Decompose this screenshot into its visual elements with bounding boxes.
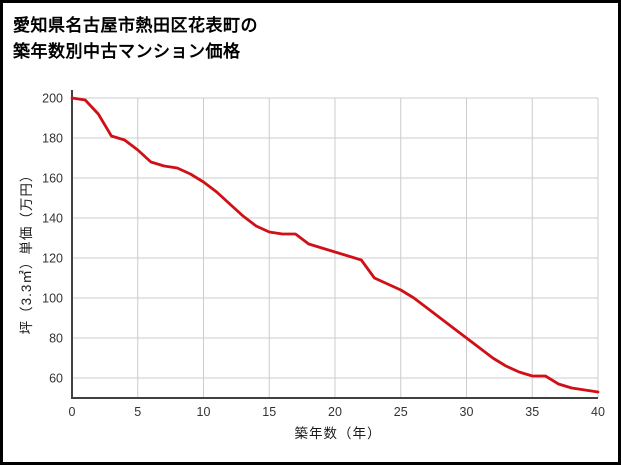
gridlines: [72, 97, 599, 398]
x-tick-label: 20: [328, 405, 342, 419]
axes: [71, 90, 598, 399]
chart-title: 愛知県名古屋市熱田区花表町の 築年数別中古マンション価格: [13, 13, 258, 66]
y-tick-label: 60: [49, 372, 63, 386]
x-tick-label: 5: [134, 405, 141, 419]
line-chart: 60 80 100 120 140 160 180 200 0 5 10 15 20 25 30 35 40: [42, 90, 605, 420]
x-tick-label: 30: [460, 405, 474, 419]
x-tick-label: 10: [197, 405, 211, 419]
price-line: [70, 96, 600, 394]
chart-title-line1: 愛知県名古屋市熱田区花表町の: [13, 16, 258, 35]
y-tick-label: 160: [42, 172, 63, 186]
y-tick-label: 120: [42, 252, 63, 266]
x-tick-label: 35: [525, 405, 539, 419]
y-tick-label: 200: [42, 92, 63, 106]
y-tick-label: 180: [42, 132, 63, 146]
x-axis-label: 築年数（年）: [294, 426, 382, 441]
y-tick-label: 100: [42, 292, 63, 306]
x-tick-label: 40: [591, 405, 605, 419]
x-tick-label: 25: [394, 405, 408, 419]
tick-labels: 60 80 100 120 140 160 180 200 0 5 10 15 20 25 30 35 40: [42, 92, 605, 420]
y-tick-label: 80: [49, 332, 63, 346]
x-tick-label: 15: [262, 405, 276, 419]
chart-title-line2: 築年数別中古マンション価格: [13, 42, 241, 62]
x-tick-label: 0: [69, 405, 76, 419]
price-line-series: [70, 96, 600, 394]
y-tick-label: 140: [42, 212, 63, 226]
